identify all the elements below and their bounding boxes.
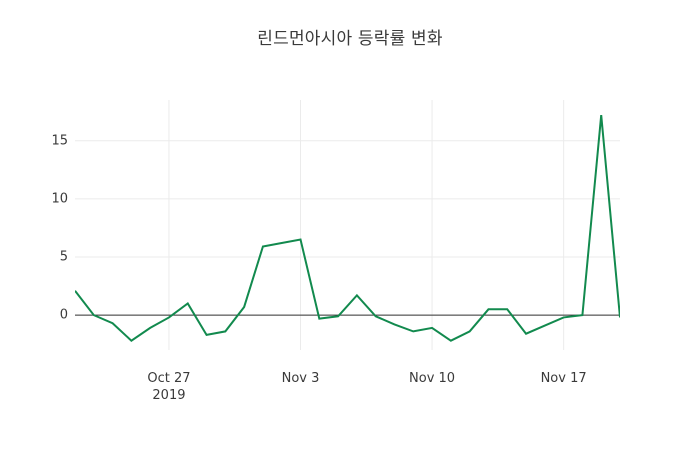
data-line-series <box>75 115 620 342</box>
line-chart-svg <box>75 100 620 350</box>
vertical-gridlines <box>168 100 565 350</box>
y-axis-tick-label: 15 <box>51 133 68 149</box>
x-axis-tick-date: Nov 17 <box>540 371 587 386</box>
chart-title: 린드먼아시아 등락률 변화 <box>257 29 443 49</box>
x-axis-tick-label: Oct 27 2019 <box>109 370 229 404</box>
y-axis-tick-label: 5 <box>59 249 68 265</box>
x-axis-tick-label: Nov 10 <box>372 370 492 387</box>
y-axis-tick-label: 0 <box>59 307 68 323</box>
x-axis-tick-label: Nov 3 <box>241 370 361 387</box>
y-axis: 0 5 10 15 <box>0 0 68 450</box>
plot-area <box>75 100 620 350</box>
x-axis-tick-year: 2019 <box>152 388 186 403</box>
x-axis-tick-label: Nov 17 <box>504 370 624 387</box>
y-axis-tick-label: 10 <box>51 191 68 207</box>
x-axis-tick-date: Nov 10 <box>409 371 456 386</box>
x-axis-tick-date: Nov 3 <box>281 371 320 386</box>
x-axis-tick-date: Oct 27 <box>147 371 191 386</box>
